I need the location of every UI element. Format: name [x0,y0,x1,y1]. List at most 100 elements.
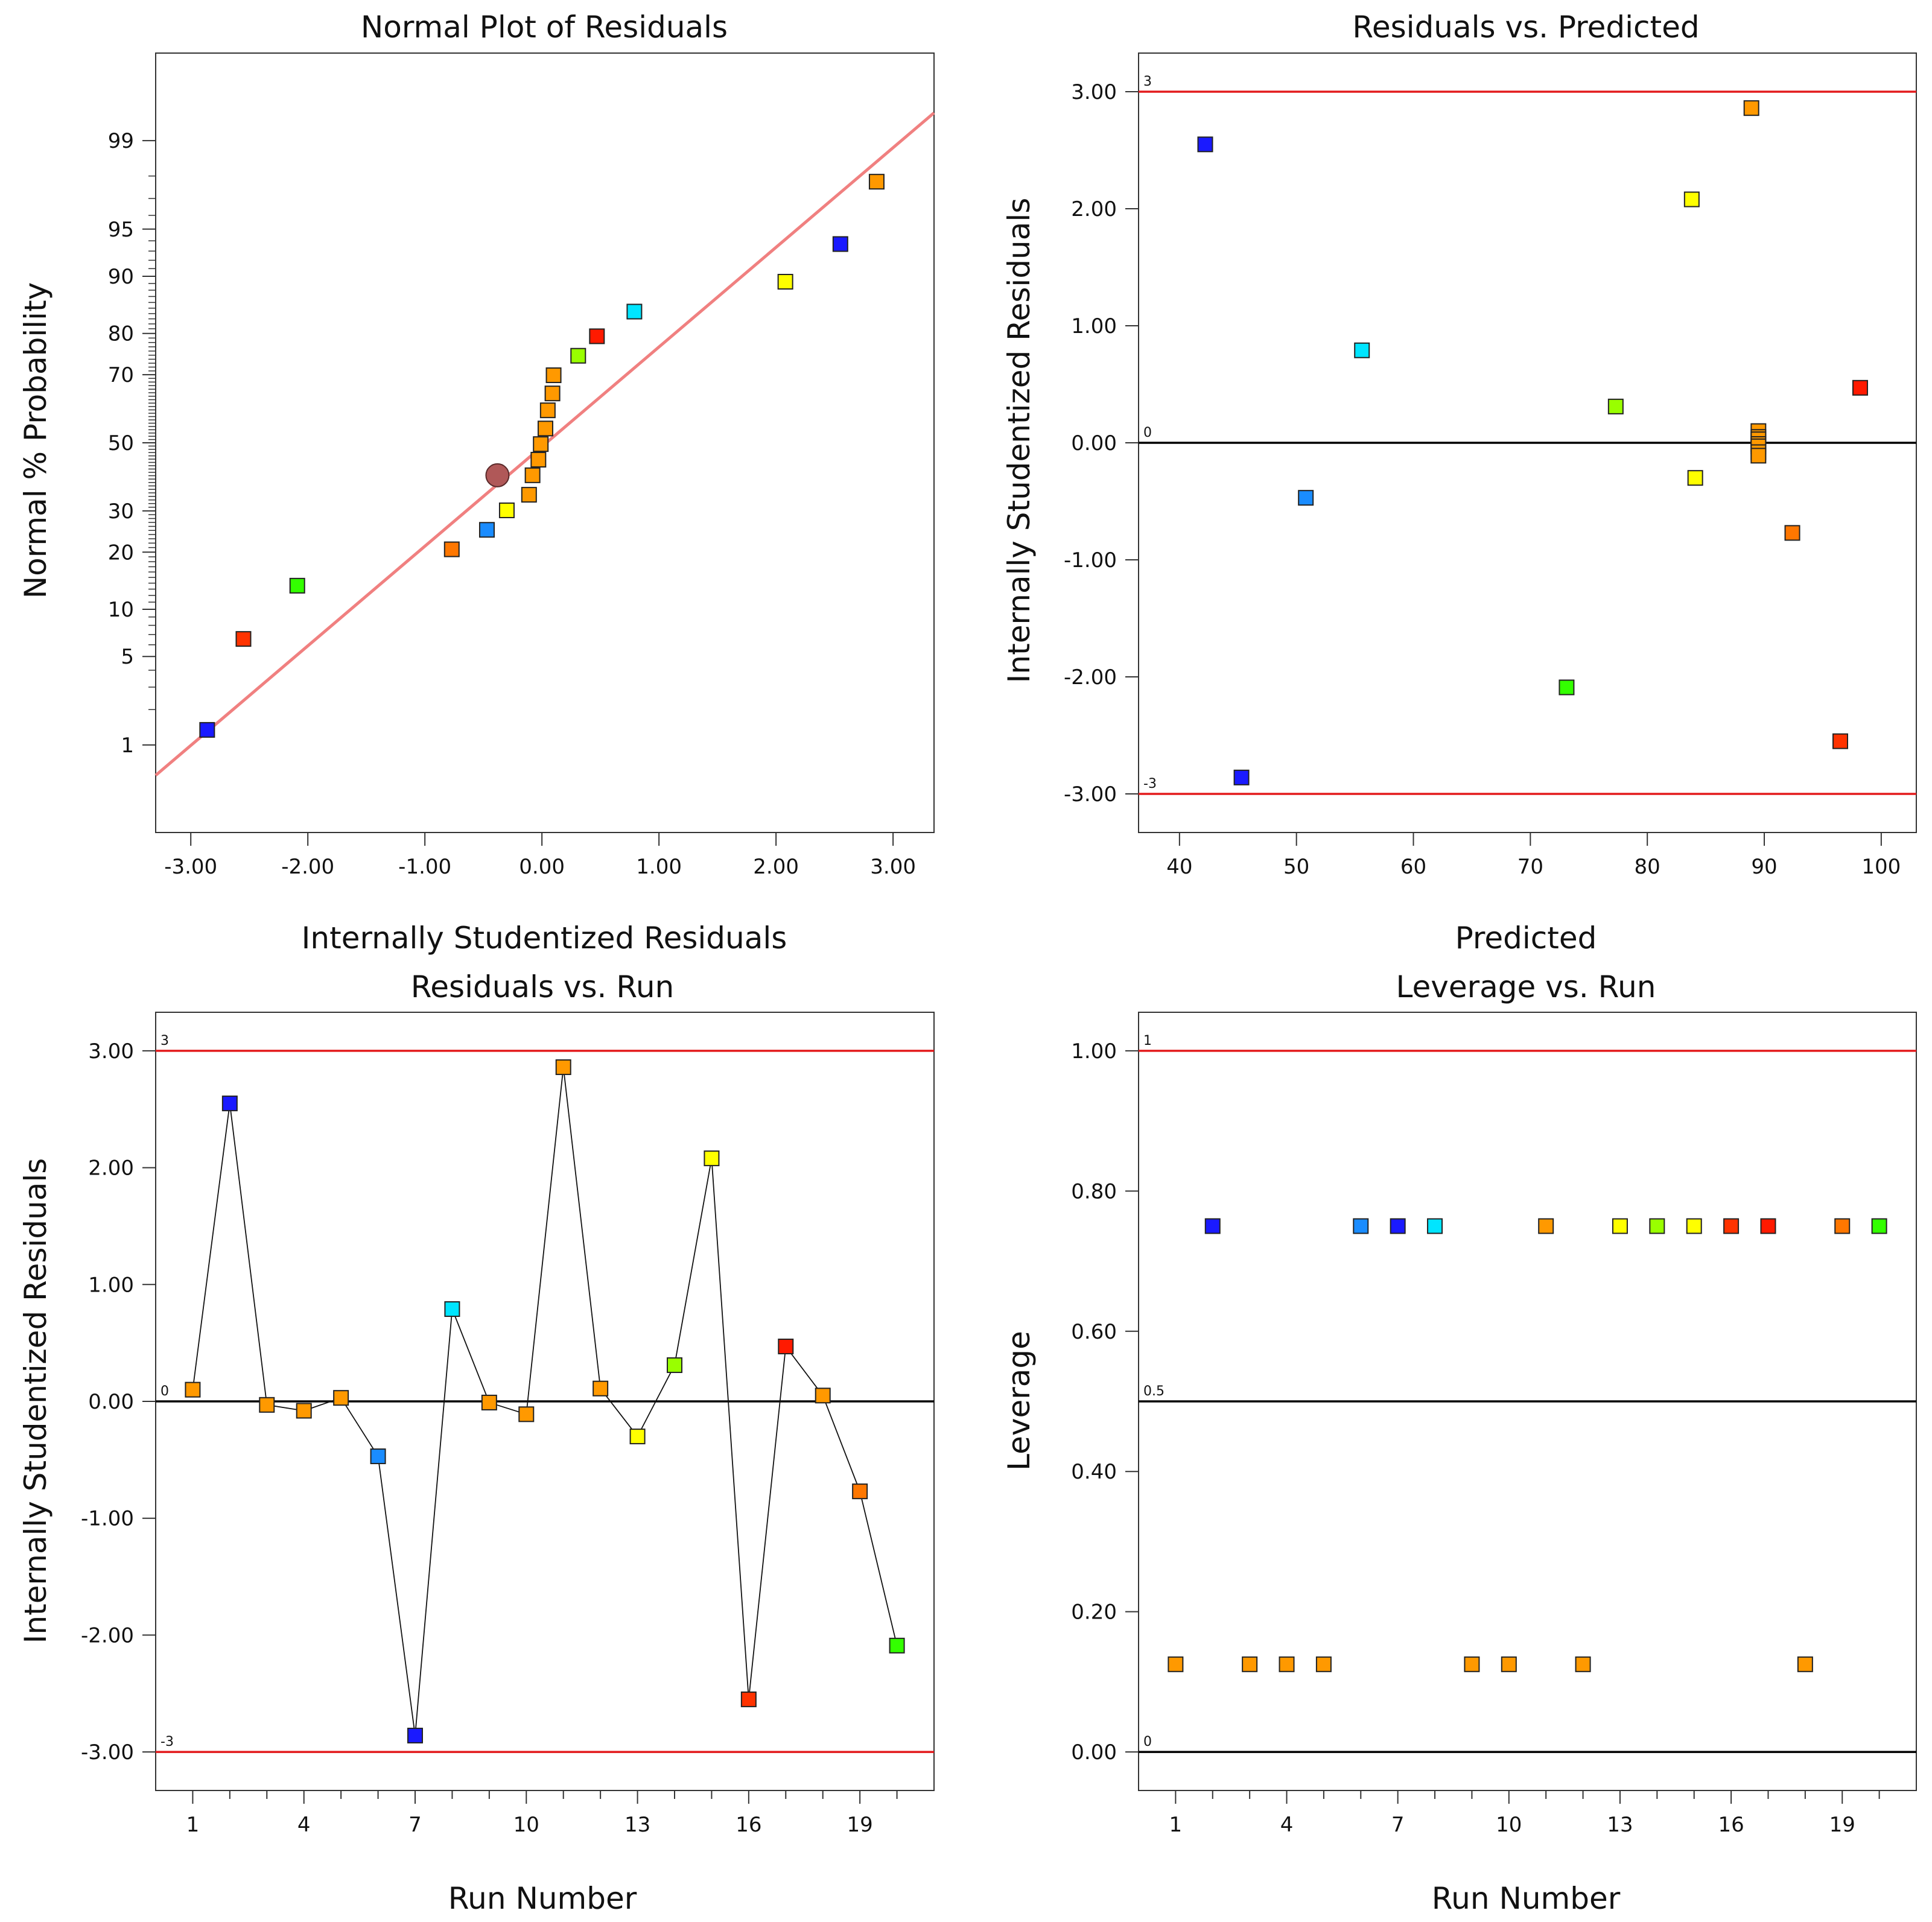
lev-x-tick-label: 19 [1829,1813,1855,1837]
normal-y-tick-label: 99 [108,129,134,153]
run-x-tick-label: 16 [736,1813,761,1837]
pred-data-point [1607,398,1624,414]
pred-y-tick-label: -3.00 [1064,782,1117,807]
run-y-tick-label: 2.00 [88,1156,134,1181]
normal-data-point [537,420,553,437]
run-x-tick-label: 7 [408,1813,422,1837]
lev-x-tick-label: 4 [1280,1813,1294,1837]
pred-x-tick-label: 80 [1635,855,1660,879]
pred-data-point [1298,490,1314,506]
run-data-point [518,1406,535,1422]
pred-y-tick-label: 2.00 [1071,197,1117,221]
normal-data-point [199,722,215,738]
pred-data-point [1743,100,1759,116]
run-data-point [333,1390,349,1406]
normal-y-tick-label: 5 [121,645,134,669]
normal-x-tick-label: 2.00 [753,855,799,879]
normal-data-point [478,522,495,538]
lev-x-tick-label: 7 [1391,1813,1405,1837]
lev-data-point [1242,1656,1258,1672]
lev-data-point [1575,1656,1591,1672]
run-data-point [815,1388,831,1404]
run-x-tick-label: 4 [297,1813,311,1837]
lev-data-point [1315,1656,1332,1672]
lev-x-tick-label: 16 [1718,1813,1744,1837]
normal-y-tick-label: 90 [108,265,134,289]
pred-x-tick-label: 50 [1283,855,1309,879]
pred-y-tick-label: 3.00 [1071,80,1117,104]
pred-data-point [1784,525,1800,541]
pred-data-point [1559,679,1575,696]
normal-y-tick-label: 30 [108,500,134,524]
pred-plot-title: Residuals vs. Predicted [1352,10,1699,45]
lev-data-point [1871,1218,1887,1234]
run-data-point [667,1357,682,1373]
run-x-tick-label: 10 [513,1813,539,1837]
run-x-tick-label: 19 [847,1813,873,1837]
pred-y-tick-label: -1.00 [1064,548,1117,572]
normal-data-point [589,328,605,344]
lev-data-point [1834,1218,1851,1234]
run-data-point [444,1301,460,1317]
normal-x-tick-label: 3.00 [870,855,916,879]
lev-x-tick-label: 13 [1607,1813,1633,1837]
normal-data-point [868,174,885,190]
normal-y-tick-label: 1 [121,734,134,758]
lev-y-tick-label: 0.40 [1071,1460,1117,1484]
panel-residuals-vs-run: Residuals vs. Run Run Number Internally … [18,969,935,1916]
lev-data-point [1427,1218,1443,1234]
lev-data-point [1723,1218,1740,1234]
run-data-point [370,1448,386,1465]
normal-data-point [235,631,252,647]
lev-data-point [1686,1218,1702,1234]
run-data-point [555,1059,571,1076]
run-data-point [778,1338,794,1354]
normal-data-point [498,502,515,518]
lev-reference-line-label: 0.5 [1143,1384,1165,1399]
lev-data-point [1464,1656,1480,1672]
lev-y-tick-label: 0.00 [1071,1740,1117,1765]
lev-plot-title: Leverage vs. Run [1396,969,1656,1004]
lev-data-point [1279,1656,1295,1672]
run-data-point [185,1381,201,1398]
lev-y-tick-label: 0.80 [1071,1179,1117,1204]
pred-y-tick-label: 0.00 [1071,431,1117,455]
pred-x-tick-label: 70 [1517,855,1543,879]
normal-selected-point-marker [485,463,510,487]
normal-plot-xlabel: Internally Studentized Residuals [302,921,787,956]
pred-x-tick-label: 90 [1751,855,1777,879]
lev-y-tick-label: 1.00 [1071,1039,1117,1064]
lev-x-tick-label: 1 [1169,1813,1183,1837]
panel-normal-plot: Normal Plot of Residuals Internally Stud… [18,10,935,956]
lev-plot-xlabel: Run Number [1432,1881,1621,1916]
run-data-point [481,1394,497,1410]
pred-reference-line-label: 0 [1143,425,1152,440]
run-y-tick-label: -1.00 [81,1507,134,1531]
normal-plot-title: Normal Plot of Residuals [361,10,728,45]
run-reference-line-label: -3 [160,1734,174,1749]
pred-x-tick-label: 100 [1861,855,1901,879]
normal-data-point [443,541,460,557]
pred-data-point [1233,769,1250,785]
normal-x-tick-label: 0.00 [519,855,565,879]
lev-data-point [1760,1218,1776,1234]
run-data-point [296,1403,312,1419]
pred-data-point [1197,136,1213,153]
panel-residuals-vs-predicted: Residuals vs. Predicted Predicted Intern… [1002,10,1917,956]
run-data-point [704,1150,720,1167]
run-reference-line-label: 0 [160,1384,169,1399]
normal-plot-ylabel: Normal % Probability [18,282,53,599]
pred-data-point [1354,342,1370,358]
normal-data-point [777,273,793,290]
run-y-tick-label: 3.00 [88,1039,134,1064]
normal-y-tick-label: 20 [108,541,134,565]
run-x-tick-label: 13 [624,1813,650,1837]
pred-data-point [1832,733,1849,749]
pred-reference-line-label: 3 [1143,74,1152,89]
pred-x-tick-label: 60 [1400,855,1426,879]
pred-y-tick-label: 1.00 [1071,314,1117,338]
pred-reference-line-label: -3 [1143,776,1157,791]
lev-data-point [1612,1218,1628,1234]
run-x-tick-label: 1 [186,1813,200,1837]
